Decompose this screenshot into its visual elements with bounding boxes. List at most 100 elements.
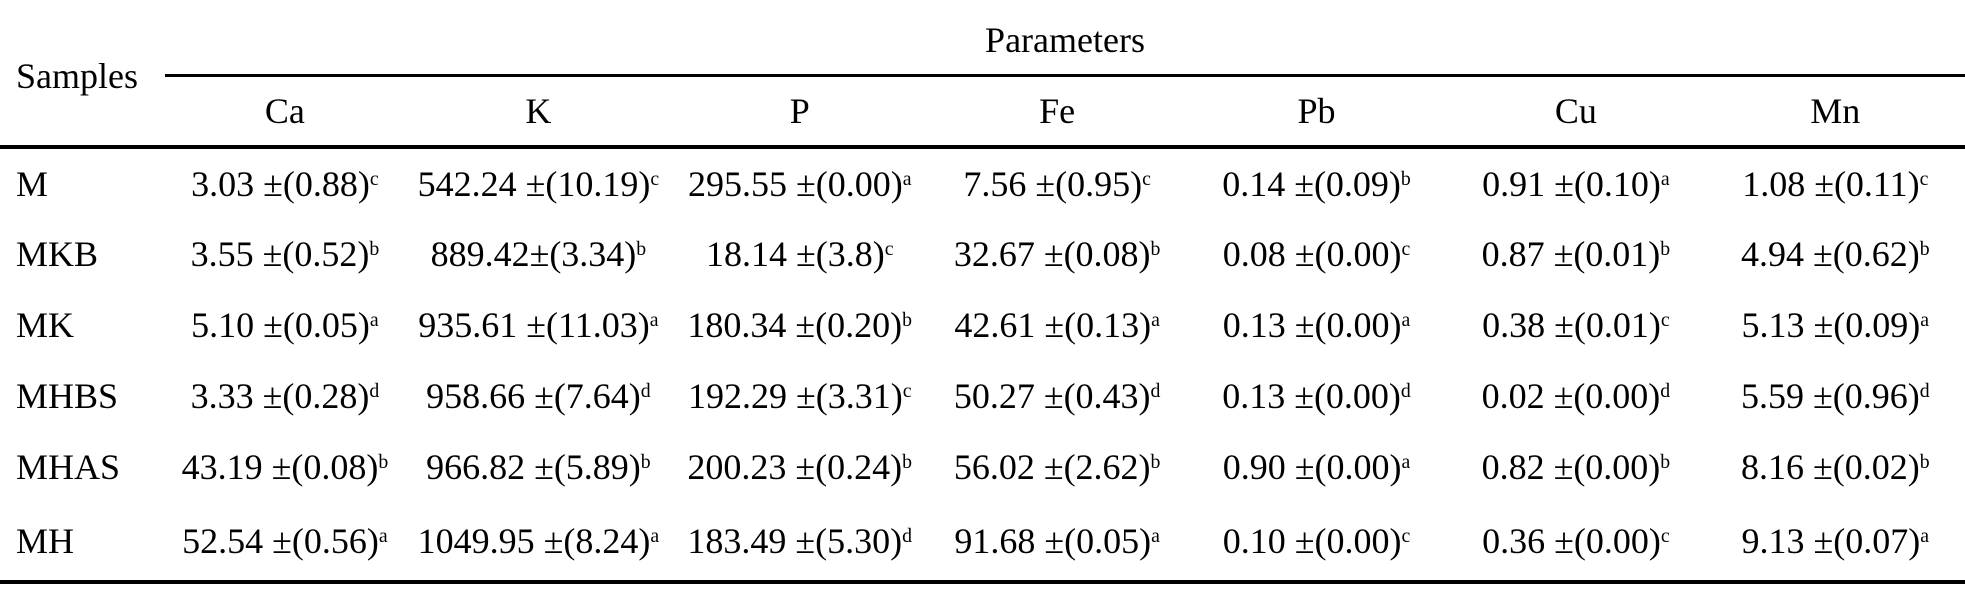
- table-row: MKB 3.55 ±(0.52)b 889.42±(3.34)b 18.14 ±(3.…: [0, 218, 1965, 289]
- value-cell: 8.16 ±(0.02)b: [1706, 431, 1965, 502]
- value-cell: 3.03 ±(0.88)c: [165, 147, 405, 218]
- significance-superscript: c: [1401, 237, 1411, 260]
- significance-superscript: c: [1401, 525, 1411, 548]
- sample-label: MK: [16, 304, 75, 345]
- column-header-cu: Cu: [1446, 75, 1706, 149]
- value-text: 183.49 ±(5.30): [687, 521, 903, 561]
- table-row: MH 52.54 ±(0.56)a 1049.95 ±(8.24)a 183.49 ±…: [0, 502, 1965, 584]
- significance-superscript: d: [640, 379, 651, 402]
- sample-label: MH: [0, 502, 166, 584]
- value-text: 0.91 ±(0.10): [1482, 163, 1661, 204]
- value-cell: 4.94 ±(0.62)b: [1706, 218, 1965, 289]
- significance-superscript: b: [1400, 167, 1411, 190]
- value-text: 42.61 ±(0.13): [954, 304, 1152, 345]
- parameters-header: Parameters: [165, 6, 1965, 77]
- value-cell: 0.82 ±(0.00)b: [1446, 431, 1705, 502]
- value-text: 32.67 ±(0.08): [953, 233, 1151, 274]
- value-text: 966.82 ±(5.89): [426, 446, 641, 487]
- significance-superscript: c: [650, 167, 660, 190]
- table-row: MHAS 43.19 ±(0.08)b 966.82 ±(5.89)b 200.23 …: [0, 431, 1965, 502]
- value-text: 935.61 ±(11.03): [418, 304, 650, 345]
- mineral-parameters-table: Samples Parameters Ca K P Fe Pb Cu Mn M 3…: [0, 6, 1965, 584]
- value-cell: 1.08 ±(0.11)c: [1706, 147, 1965, 218]
- significance-superscript: d: [1150, 379, 1161, 402]
- value-cell: 183.49 ±(5.30)d: [672, 502, 928, 584]
- value-cell: 5.59 ±(0.96)d: [1706, 360, 1965, 431]
- sample-label: M: [16, 163, 49, 204]
- value-cell: 889.42±(3.34)b: [405, 218, 672, 289]
- value-cell: 1049.95 ±(8.24)a: [404, 502, 672, 584]
- column-header-fe: Fe: [927, 75, 1187, 149]
- samples-header: Samples: [0, 6, 166, 149]
- value-cell: 3.33 ±(0.28)d: [165, 360, 405, 431]
- significance-superscript: b: [1919, 450, 1930, 473]
- value-text: 9.13 ±(0.07): [1741, 521, 1921, 561]
- value-cell: 200.23 ±(0.24)b: [672, 431, 927, 502]
- value-text: 295.55 ±(0.00): [687, 163, 903, 204]
- significance-superscript: a: [1920, 308, 1930, 331]
- value-cell: 0.38 ±(0.01)c: [1446, 289, 1705, 360]
- significance-superscript: b: [902, 450, 913, 473]
- column-header-pb: Pb: [1186, 75, 1447, 149]
- value-text: 52.54 ±(0.56): [182, 521, 379, 561]
- significance-superscript: b: [902, 308, 913, 331]
- value-cell: 0.13 ±(0.00)a: [1187, 289, 1446, 360]
- value-text: 4.94 ±(0.62): [1740, 233, 1920, 274]
- value-text: 1049.95 ±(8.24): [417, 521, 651, 561]
- significance-superscript: c: [1660, 525, 1670, 548]
- value-text: 0.10 ±(0.00): [1222, 521, 1402, 561]
- value-cell: 52.54 ±(0.56)a: [165, 502, 405, 584]
- value-text: 56.02 ±(2.62): [953, 446, 1151, 487]
- value-cell: 5.10 ±(0.05)a: [165, 289, 405, 360]
- significance-superscript: c: [1660, 308, 1670, 331]
- sample-label: MHAS: [16, 446, 121, 487]
- value-cell: 0.14 ±(0.09)b: [1187, 147, 1446, 218]
- value-cell: 91.68 ±(0.05)a: [927, 502, 1187, 584]
- value-text: 958.66 ±(7.64): [426, 375, 641, 416]
- value-cell: 7.56 ±(0.95)c: [927, 147, 1186, 218]
- significance-superscript: b: [1919, 237, 1930, 260]
- significance-superscript: a: [902, 167, 912, 190]
- value-text: 0.82 ±(0.00): [1481, 446, 1661, 487]
- parameters-header-row: Samples Parameters: [0, 6, 1965, 149]
- value-cell: 43.19 ±(0.08)b: [165, 431, 405, 502]
- value-cell: 958.66 ±(7.64)d: [405, 360, 672, 431]
- significance-superscript: c: [1919, 167, 1929, 190]
- value-text: 18.14 ±(3.8): [705, 233, 885, 274]
- significance-superscript: d: [1919, 379, 1930, 402]
- value-cell: 56.02 ±(2.62)b: [927, 431, 1186, 502]
- value-cell: 0.87 ±(0.01)b: [1446, 218, 1705, 289]
- column-header-ca: Ca: [165, 75, 405, 149]
- value-cell: 935.61 ±(11.03)a: [405, 289, 672, 360]
- significance-superscript: a: [1401, 308, 1411, 331]
- table-body: M 3.03 ±(0.88)c 542.24 ±(10.19)c 295.55 ±(0…: [0, 147, 1965, 584]
- value-text: 5.10 ±(0.05): [191, 304, 370, 345]
- value-text: 180.34 ±(0.20): [687, 304, 903, 345]
- value-text: 889.42±(3.34): [430, 233, 637, 274]
- significance-superscript: a: [649, 308, 659, 331]
- value-text: 192.29 ±(3.31): [687, 375, 903, 416]
- significance-superscript: a: [1660, 167, 1670, 190]
- value-cell: 5.13 ±(0.09)a: [1706, 289, 1965, 360]
- value-text: 91.68 ±(0.05): [954, 521, 1152, 561]
- significance-superscript: a: [1401, 450, 1411, 473]
- table-row: MK 5.10 ±(0.05)a 935.61 ±(11.03)a 180.34 ±(…: [0, 289, 1965, 360]
- significance-superscript: c: [884, 237, 894, 260]
- value-cell: 0.90 ±(0.00)a: [1187, 431, 1446, 502]
- value-cell: 0.10 ±(0.00)c: [1186, 502, 1447, 584]
- value-cell: 18.14 ±(3.8)c: [672, 218, 927, 289]
- value-cell: 42.61 ±(0.13)a: [927, 289, 1186, 360]
- significance-superscript: a: [369, 308, 379, 331]
- significance-superscript: c: [1142, 167, 1151, 190]
- value-cell: 966.82 ±(5.89)b: [405, 431, 672, 502]
- value-cell: 0.36 ±(0.00)c: [1446, 502, 1706, 584]
- value-cell: 32.67 ±(0.08)b: [927, 218, 1186, 289]
- column-header-mn: Mn: [1705, 75, 1965, 149]
- significance-superscript: d: [369, 379, 380, 402]
- value-text: 5.13 ±(0.09): [1741, 304, 1921, 345]
- significance-superscript: b: [1660, 237, 1671, 260]
- column-header-p: P: [672, 75, 928, 149]
- value-text: 0.13 ±(0.00): [1222, 375, 1401, 416]
- sample-label: MKB: [16, 233, 99, 274]
